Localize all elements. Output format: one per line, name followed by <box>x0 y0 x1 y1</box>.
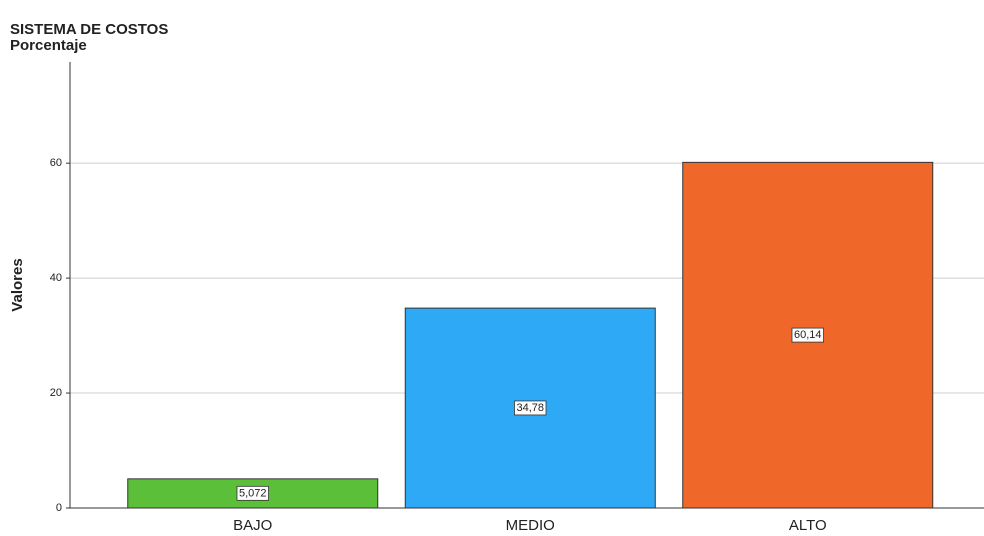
y-tick-label: 20 <box>50 387 62 399</box>
value-label-box <box>514 400 547 416</box>
value-label-text: 5,072 <box>239 487 267 499</box>
x-tick-label: MEDIO <box>506 517 555 534</box>
y-tick-label: 0 <box>56 502 62 514</box>
value-label: 34,78 <box>514 400 547 416</box>
y-tick-label: 60 <box>50 157 62 169</box>
x-tick-label: BAJO <box>233 517 272 534</box>
x-tick-label: ALTO <box>789 517 827 534</box>
value-label: 60,14 <box>791 327 824 343</box>
value-label-text: 60,14 <box>794 329 822 341</box>
y-axis-label: Valores <box>9 258 26 311</box>
y-tick-label: 40 <box>50 272 62 284</box>
value-label-text: 34,78 <box>516 402 544 414</box>
value-label-box <box>236 485 269 501</box>
value-label: 5,072 <box>236 485 269 501</box>
chart-subtitle: Porcentaje <box>10 37 87 54</box>
value-label-box <box>791 327 824 343</box>
chart-title: SISTEMA DE COSTOS <box>10 21 168 38</box>
